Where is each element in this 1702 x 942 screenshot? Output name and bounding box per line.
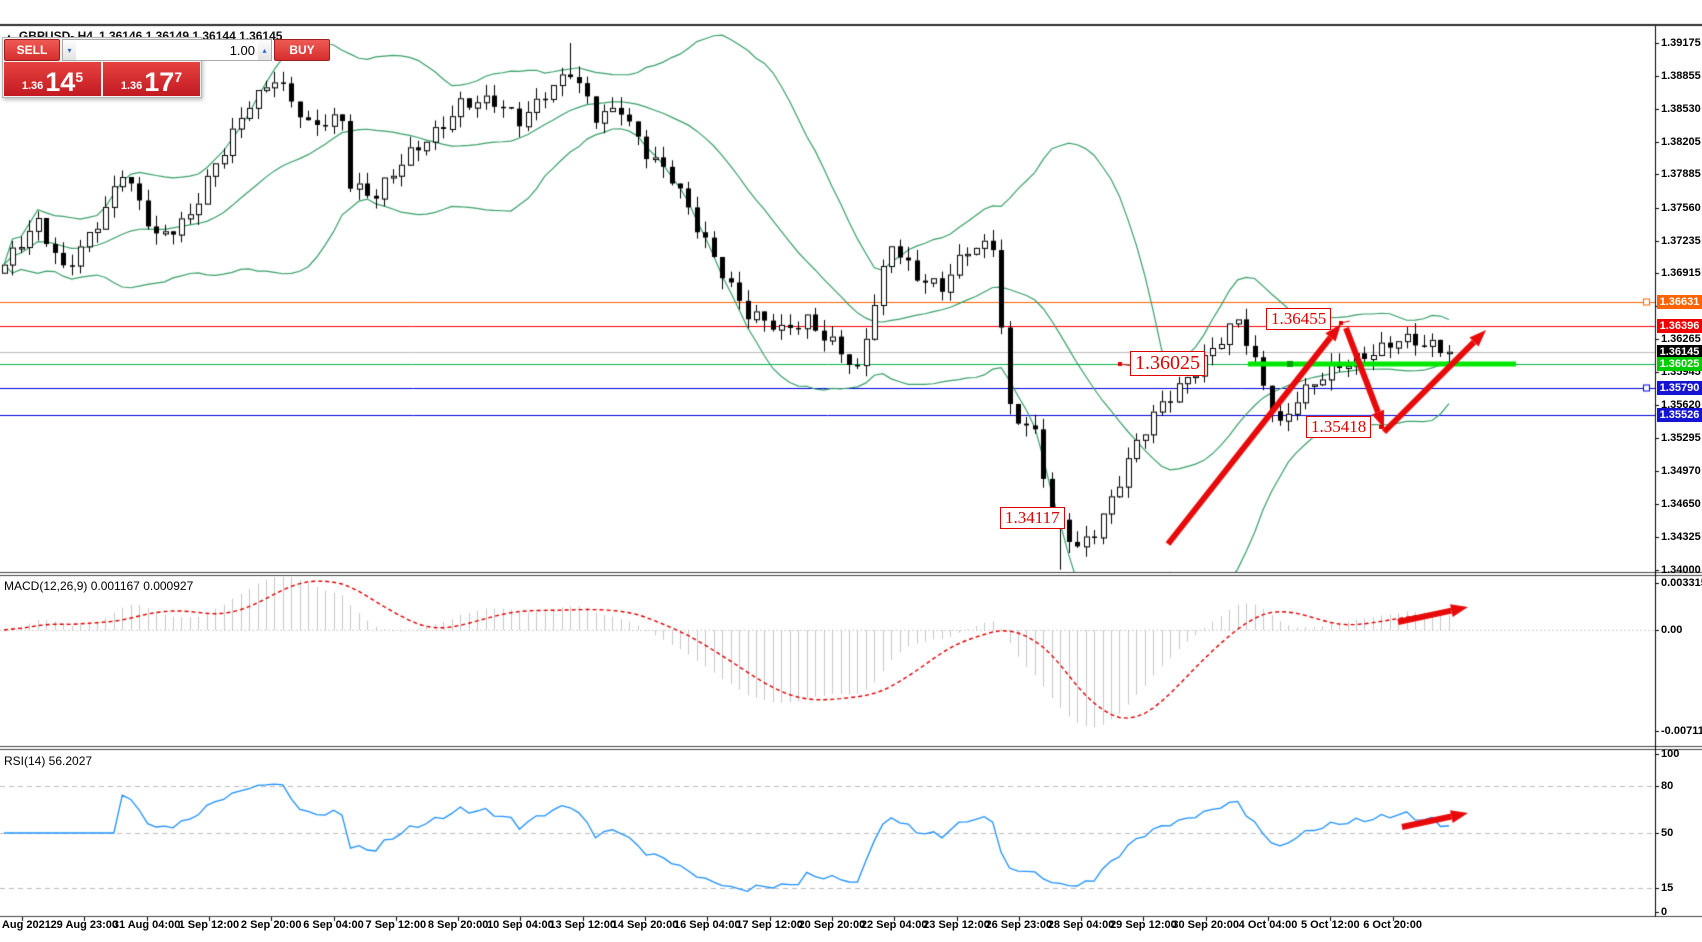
price-annotation-label[interactable]: 1.35418 (1306, 416, 1372, 438)
time-axis-label: 6 Oct 20:00 (1363, 919, 1422, 931)
time-axis-label: 8 Sep 20:00 (427, 919, 489, 931)
ask-pip-digit: 7 (174, 69, 183, 85)
time-axis-label: 29 Aug 23:00 (50, 919, 119, 931)
rsi-axis-tick: 50 (1661, 827, 1674, 839)
price-axis-tick: 1.34000 (1661, 564, 1701, 577)
time-axis-label: 28 Sep 04:00 (1047, 919, 1115, 931)
volume-increase-button[interactable]: ▴ (258, 40, 271, 60)
time-axis-label: 29 Sep 12:00 (1110, 919, 1177, 931)
time-axis-label: 4 Oct 04:00 (1238, 919, 1298, 931)
rsi-axis-tick: 100 (1661, 748, 1680, 760)
ask-price-button[interactable]: 1.36 17 7 (103, 62, 200, 96)
macd-axis-tick: -0.007112 (1661, 724, 1702, 737)
price-axis-tick: 1.39175 (1661, 37, 1701, 49)
volume-input[interactable] (76, 40, 258, 60)
macd-axis-tick: 0.003315 (1661, 576, 1702, 589)
time-axis-label: 23 Sep 12:00 (923, 919, 990, 931)
bid-pip-digit: 5 (75, 69, 84, 85)
rsi-axis-tick: 80 (1661, 779, 1674, 792)
ask-prefix: 1.36 (120, 80, 143, 92)
buy-button[interactable]: BUY (274, 39, 330, 61)
price-axis-tick: 1.34650 (1661, 498, 1701, 511)
time-axis-label: 6 Sep 04:00 (303, 919, 364, 931)
time-axis-label: 31 Aug 04:00 (112, 919, 181, 931)
time-axis-label: 7 Sep 12:00 (365, 919, 427, 931)
time-axis-label: 10 Sep 04:00 (487, 919, 554, 931)
price-axis-tick: 1.34325 (1661, 531, 1701, 544)
price-axis-tick: 1.37560 (1661, 201, 1701, 214)
time-axis-label: 20 Sep 20:00 (798, 919, 866, 931)
price-axis-tick: 1.38530 (1661, 102, 1701, 115)
current-price-tag: 1.36145 (1657, 344, 1702, 359)
ask-big-digits: 17 (144, 67, 175, 97)
time-axis-label: 17 Sep 12:00 (736, 919, 803, 931)
time-axis-label: 1 Sep 12:00 (178, 919, 240, 931)
price-annotation-label[interactable]: 1.36025 (1130, 351, 1205, 376)
price-axis-tick: 1.38855 (1661, 69, 1701, 82)
macd-axis-tick: 0.00 (1661, 624, 1683, 636)
symbol-direction-icon: ▲ (5, 31, 13, 41)
level-price-tag: 1.36025 (1657, 356, 1702, 371)
price-axis-tick: 1.35295 (1661, 432, 1701, 445)
macd-indicator-label: MACD(12,26,9) 0.001167 0.000927 (4, 579, 194, 593)
price-annotation-label[interactable]: 1.36455 (1266, 308, 1332, 330)
rsi-axis-tick: 15 (1661, 882, 1674, 895)
time-axis-label: 13 Sep 12:00 (549, 919, 617, 931)
time-axis-label: 2 Sep 20:00 (240, 919, 302, 931)
price-axis-tick: 1.34970 (1661, 465, 1701, 478)
level-price-tag: 1.36631 (1657, 295, 1702, 310)
price-axis-tick: 1.38205 (1661, 135, 1701, 148)
bid-price-button[interactable]: 1.36 14 5 (4, 62, 101, 96)
volume-control: ▾ ▴ (62, 39, 272, 61)
level-price-tag: 1.36396 (1657, 319, 1702, 334)
volume-decrease-button[interactable]: ▾ (63, 40, 76, 60)
time-axis-label: 22 Sep 04:00 (860, 919, 928, 931)
bid-prefix: 1.36 (21, 80, 44, 92)
time-axis-label: 30 Sep 20:00 (1172, 919, 1240, 931)
rsi-axis-tick: 0 (1661, 906, 1668, 918)
sell-button[interactable]: SELL (4, 39, 60, 61)
time-axis-label: 14 Sep 20:00 (611, 919, 679, 931)
time-axis-label: 16 Sep 04:00 (673, 919, 741, 931)
price-axis-tick: 1.37885 (1661, 168, 1701, 181)
price-axis-tick: 1.36265 (1661, 333, 1701, 346)
price-annotation-label[interactable]: 1.34117 (1000, 507, 1065, 529)
price-axis-tick: 1.37235 (1661, 234, 1701, 247)
level-price-tag: 1.35790 (1657, 380, 1702, 395)
time-axis-label: 5 Oct 12:00 (1300, 919, 1360, 931)
time-axis-label: 26 Sep 23:00 (985, 919, 1053, 931)
time-axis-label: 6 Aug 2021 (0, 919, 51, 931)
level-price-tag: 1.35526 (1657, 407, 1702, 422)
price-axis-tick: 1.36915 (1661, 267, 1701, 280)
bid-big-digits: 14 (45, 67, 76, 97)
rsi-indicator-label: RSI(14) 56.2027 (4, 754, 93, 768)
